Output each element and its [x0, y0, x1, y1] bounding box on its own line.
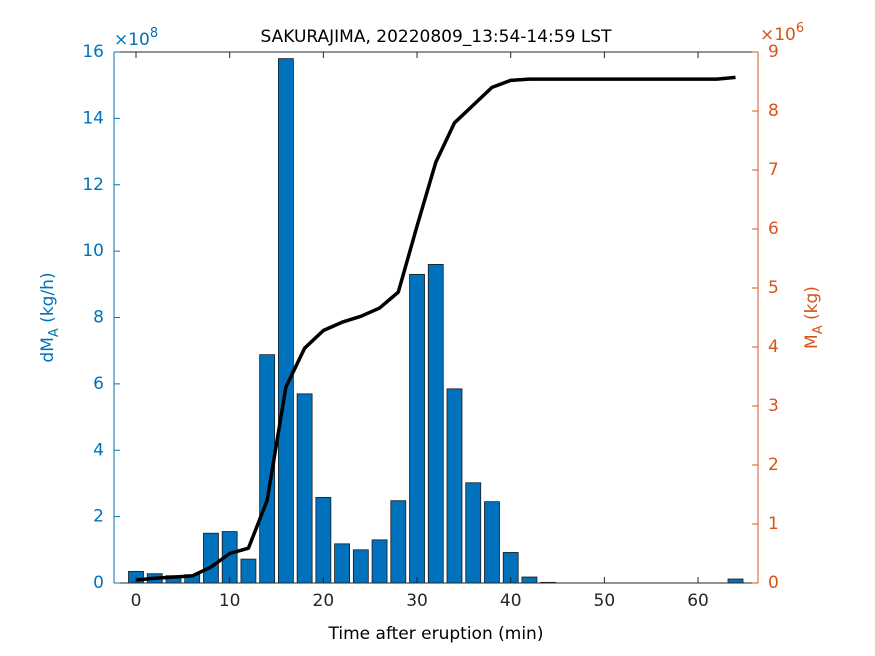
y2-tick-label: 1 [768, 514, 779, 534]
axis-multiplier: ×108 [114, 26, 158, 51]
label-subscript: A [811, 325, 826, 334]
bar [315, 496, 332, 584]
label-unit: (kg/h) [38, 272, 58, 328]
y2-tick-label: 9 [768, 42, 779, 62]
x-tick-label: 0 [131, 591, 142, 611]
bar [203, 532, 219, 584]
line [135, 75, 736, 582]
bar [296, 393, 313, 584]
y-tick-label: 2 [93, 507, 104, 527]
x-axis-label: Time after eruption (min) [328, 624, 544, 644]
bar [371, 539, 388, 584]
y2-tick-label: 3 [768, 396, 779, 416]
label-unit: (kg) [802, 286, 822, 325]
axis-label: dMA (kg/h) [38, 272, 62, 362]
label-base: dM [38, 337, 58, 362]
multiplier-exponent: 6 [796, 21, 804, 36]
bar [446, 388, 463, 584]
axis-multiplier: ×106 [760, 21, 804, 46]
bar [427, 263, 444, 584]
bar [390, 500, 407, 584]
axis-label: MA (kg) [802, 286, 826, 349]
multiplier-base: ×10 [114, 30, 150, 50]
x-tick-label: 40 [500, 591, 522, 611]
bar [277, 58, 294, 584]
x-tick-label: 30 [406, 591, 428, 611]
multiplier-base: ×10 [760, 25, 796, 45]
bar [521, 576, 538, 584]
bar [240, 558, 257, 584]
y-tick-label: 12 [82, 175, 104, 195]
y-tick-label: 4 [93, 440, 104, 460]
x-tick-label: 60 [687, 591, 709, 611]
bar [409, 273, 425, 584]
x-tick-label: 50 [594, 591, 616, 611]
multiplier-exponent: 8 [150, 26, 158, 41]
y-tick-label: 8 [93, 308, 104, 328]
y-tick-label: 14 [82, 108, 104, 128]
label-subscript: A [47, 328, 62, 337]
chart-title: SAKURAJIMA, 20220809_13:54-14:59 LST [261, 27, 613, 47]
y-tick-label: 6 [93, 374, 104, 394]
y2-tick-label: 6 [768, 219, 779, 239]
bar [484, 501, 500, 584]
y2-tick-label: 4 [768, 337, 779, 357]
x-tick-label: 10 [219, 591, 241, 611]
x-tick-label: 20 [313, 591, 335, 611]
y2-tick-label: 7 [768, 160, 779, 180]
y2-tick-label: 8 [768, 101, 779, 121]
label-base: M [802, 334, 822, 349]
bar [727, 578, 744, 584]
y2-tick-label: 5 [768, 278, 779, 298]
bar [465, 482, 482, 584]
y-tick-label: 0 [93, 573, 104, 593]
y2-tick-label: 0 [768, 573, 779, 593]
y-tick-label: 16 [82, 42, 104, 62]
y2-tick-label: 2 [768, 455, 779, 475]
y-tick-label: 10 [82, 241, 104, 261]
bar [352, 549, 369, 584]
bar [334, 543, 350, 584]
